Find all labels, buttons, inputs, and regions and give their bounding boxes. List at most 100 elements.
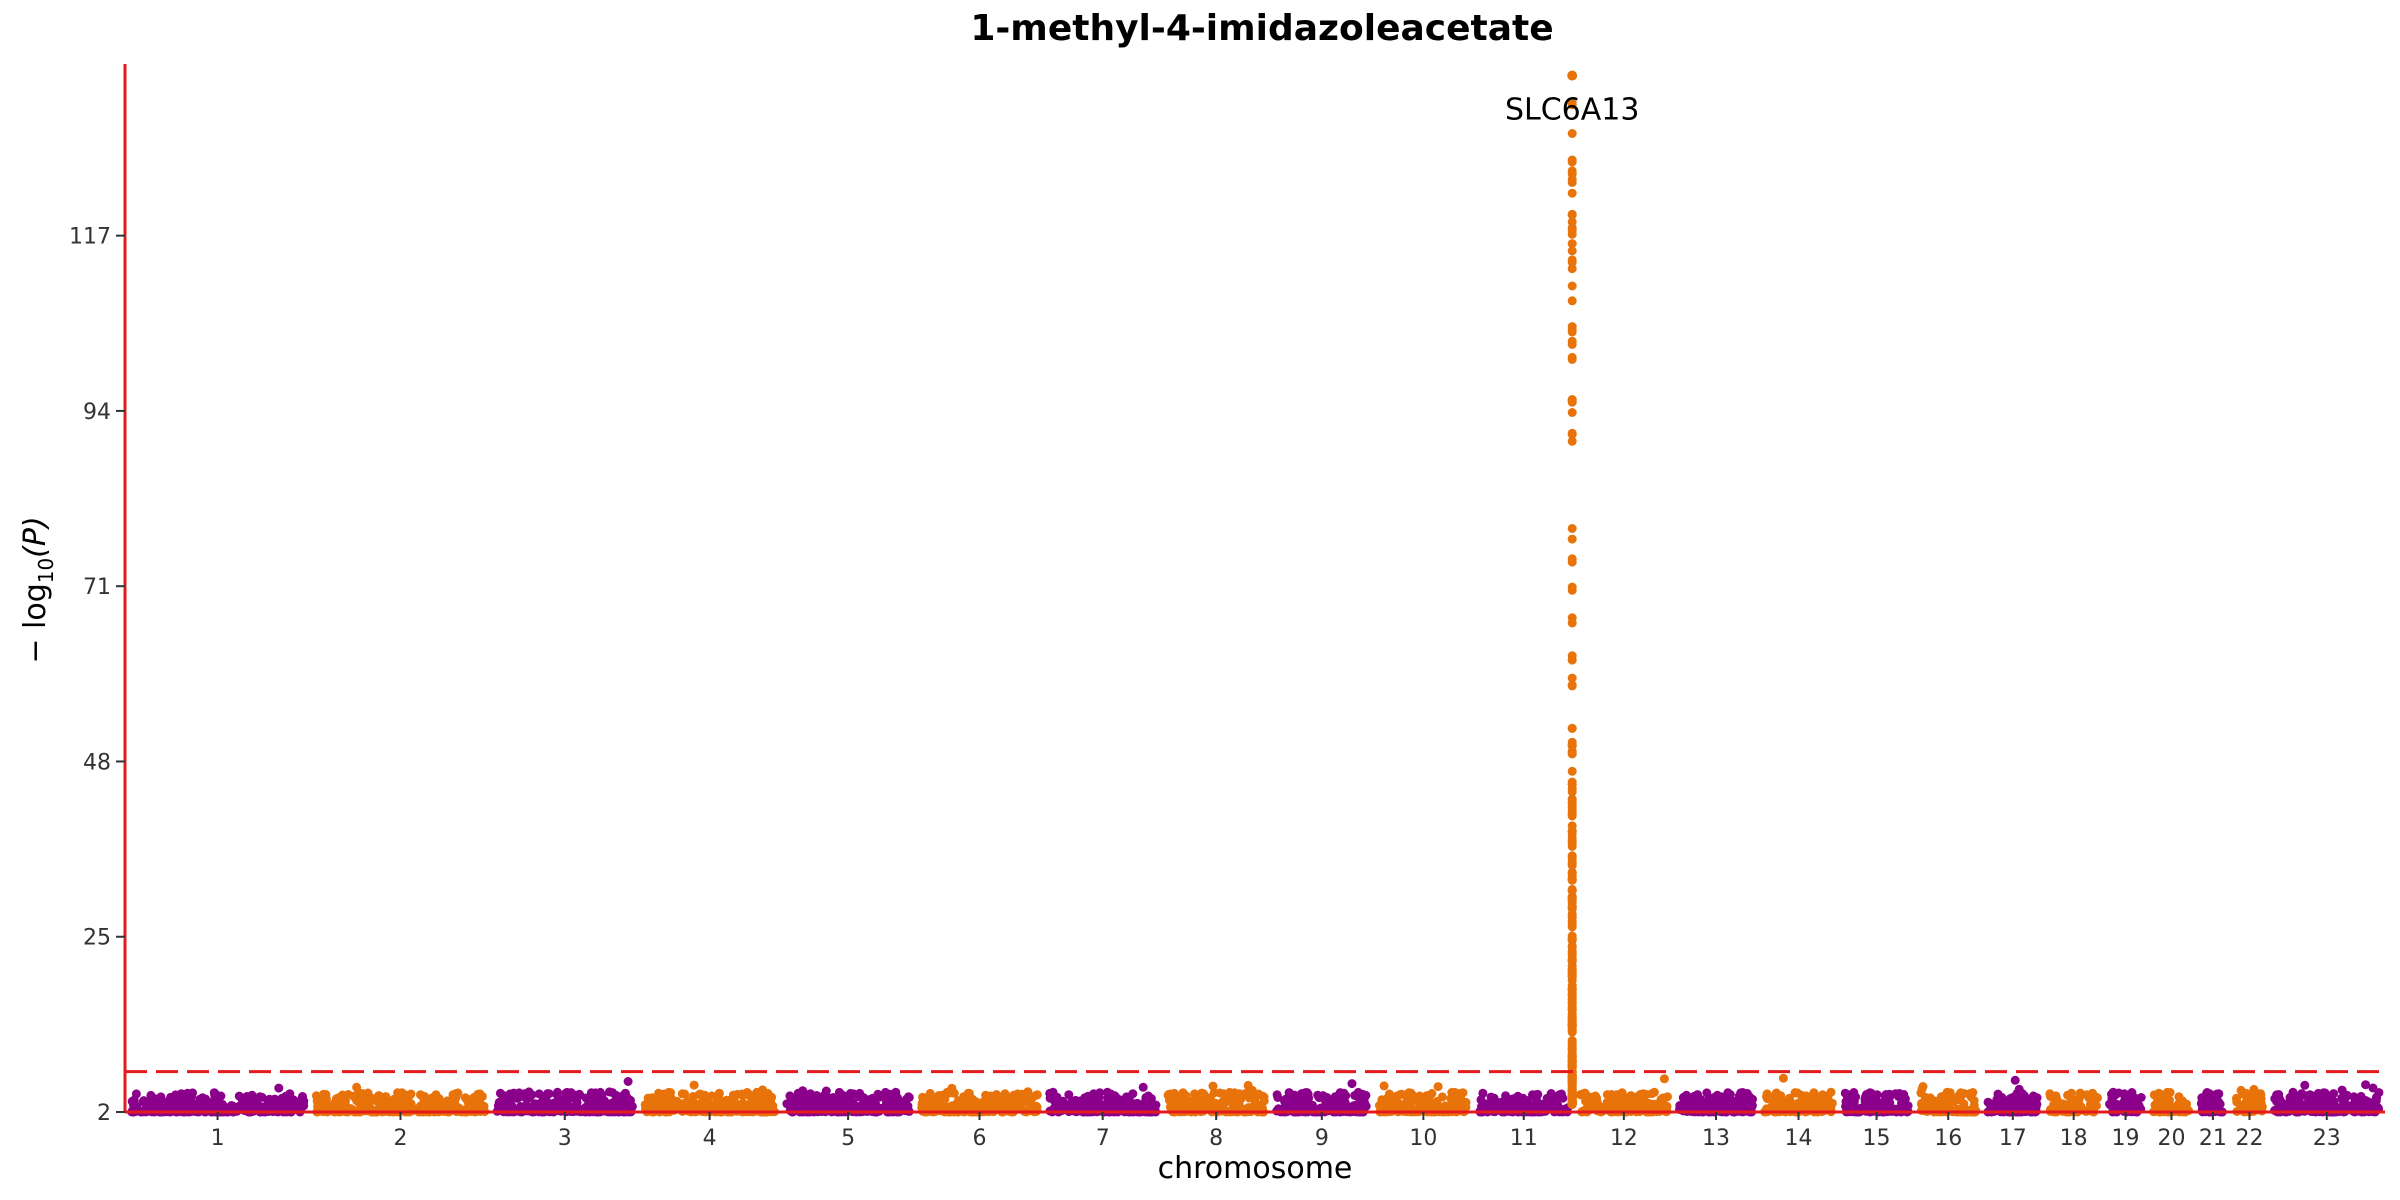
y-axis-title-subscript: 10 [34,558,58,583]
peak-snp-point [1567,613,1577,623]
snp-point [561,1089,571,1098]
snp-point [1232,1099,1242,1109]
snp-point [255,1092,265,1102]
x-axis-title: chromosome [1158,1151,1353,1186]
snp-point [1217,1098,1227,1108]
snp-point [624,1102,634,1111]
peak-snp-point [1567,1092,1577,1102]
snp-point [179,1090,188,1100]
snp-point [2109,1099,2119,1109]
snp-point [929,1096,939,1106]
snp-point [530,1099,540,1109]
snp-point [1003,1097,1013,1107]
peak-snp-point [1567,875,1577,885]
y-axis-title: − log10(P) [18,516,58,663]
snp-point [2157,1099,2167,1109]
snp-point [1032,1090,1042,1100]
snp-point [1022,1097,1032,1107]
chromosome-17-points [1983,1075,2042,1117]
snp-point [587,1090,597,1100]
snp-point [1138,1082,1148,1092]
snp-point [1013,1100,1023,1110]
snp-point [688,1092,698,1101]
snp-point [2366,1099,2376,1108]
snp-point [2257,1102,2267,1112]
peak-snp-point [1567,239,1577,249]
snp-point [192,1099,202,1109]
peak-snp-point [1567,826,1577,836]
x-tick-label: 17 [1999,1126,2027,1151]
snp-point [2067,1088,2076,1098]
peak-snp-point [1567,724,1577,733]
peak-snp-point [1567,894,1577,904]
snp-point [689,1080,699,1090]
peak-snp-point [1567,1060,1577,1070]
snp-point [1493,1098,1503,1108]
peak-snp-point [1567,223,1577,233]
y-tick-label: 48 [83,750,111,775]
snp-point [516,1102,525,1111]
snp-point [2214,1089,2223,1099]
snp-point [1477,1102,1486,1111]
snp-point [752,1087,762,1097]
snp-point [477,1091,487,1101]
peak-snp-point [1567,408,1577,417]
snp-point [1115,1096,1124,1105]
snp-point [1658,1093,1668,1103]
snp-point [2179,1101,2189,1111]
snp-point [2009,1092,2018,1102]
snp-point [1433,1082,1443,1092]
snp-point [846,1088,855,1098]
chart-title: 1-methyl-4-imidazoleacetate [970,8,1553,49]
snp-point [1999,1098,2009,1108]
peak-snp-point [1567,651,1577,661]
snp-point [1704,1094,1714,1104]
snp-point [885,1089,895,1099]
snp-point [811,1093,821,1103]
snp-point [401,1090,411,1100]
peak-snp-point [1567,787,1577,797]
x-tick-label: 19 [2112,1126,2140,1151]
snp-point [434,1094,444,1104]
snp-point [848,1097,858,1107]
x-tick-label: 4 [703,1126,717,1151]
snp-point [1679,1103,1689,1112]
snp-point [1379,1081,1389,1091]
snp-point [763,1095,773,1105]
y-tick-label: 94 [83,400,111,425]
peak-snp-point [1567,741,1577,751]
snp-point [623,1077,633,1086]
snp-point [1416,1097,1426,1107]
chromosome-4-points [640,1080,779,1117]
snp-point [1151,1100,1161,1110]
peak-snp-point [1567,582,1577,592]
snp-point [1882,1092,1892,1101]
snp-point [1679,1092,1689,1102]
snp-point [1172,1102,1182,1112]
peak-snp-point [1567,354,1577,364]
snp-point [187,1091,196,1101]
snp-point [2361,1080,2371,1090]
snp-point [1531,1093,1541,1103]
x-tick-label: 3 [558,1126,572,1151]
snp-point [460,1093,470,1103]
peak-snp-point [1567,867,1577,877]
x-tick-label: 5 [841,1126,855,1151]
snp-point [2136,1093,2146,1102]
snp-point [1241,1088,1251,1098]
snp-point [1863,1100,1873,1109]
snp-point [1747,1101,1757,1111]
snp-point [201,1097,211,1107]
snp-point [2329,1089,2339,1099]
snp-point [2329,1098,2339,1108]
snp-point [1422,1091,1432,1101]
snp-point [2086,1105,2096,1115]
peak-snp-point [1567,1076,1577,1086]
snp-point [1067,1097,1077,1107]
x-tick-label: 10 [1409,1126,1437,1151]
snp-point [837,1090,847,1100]
snp-point [612,1093,622,1103]
snp-point [1335,1088,1345,1098]
peak-snp-point [1567,922,1577,932]
